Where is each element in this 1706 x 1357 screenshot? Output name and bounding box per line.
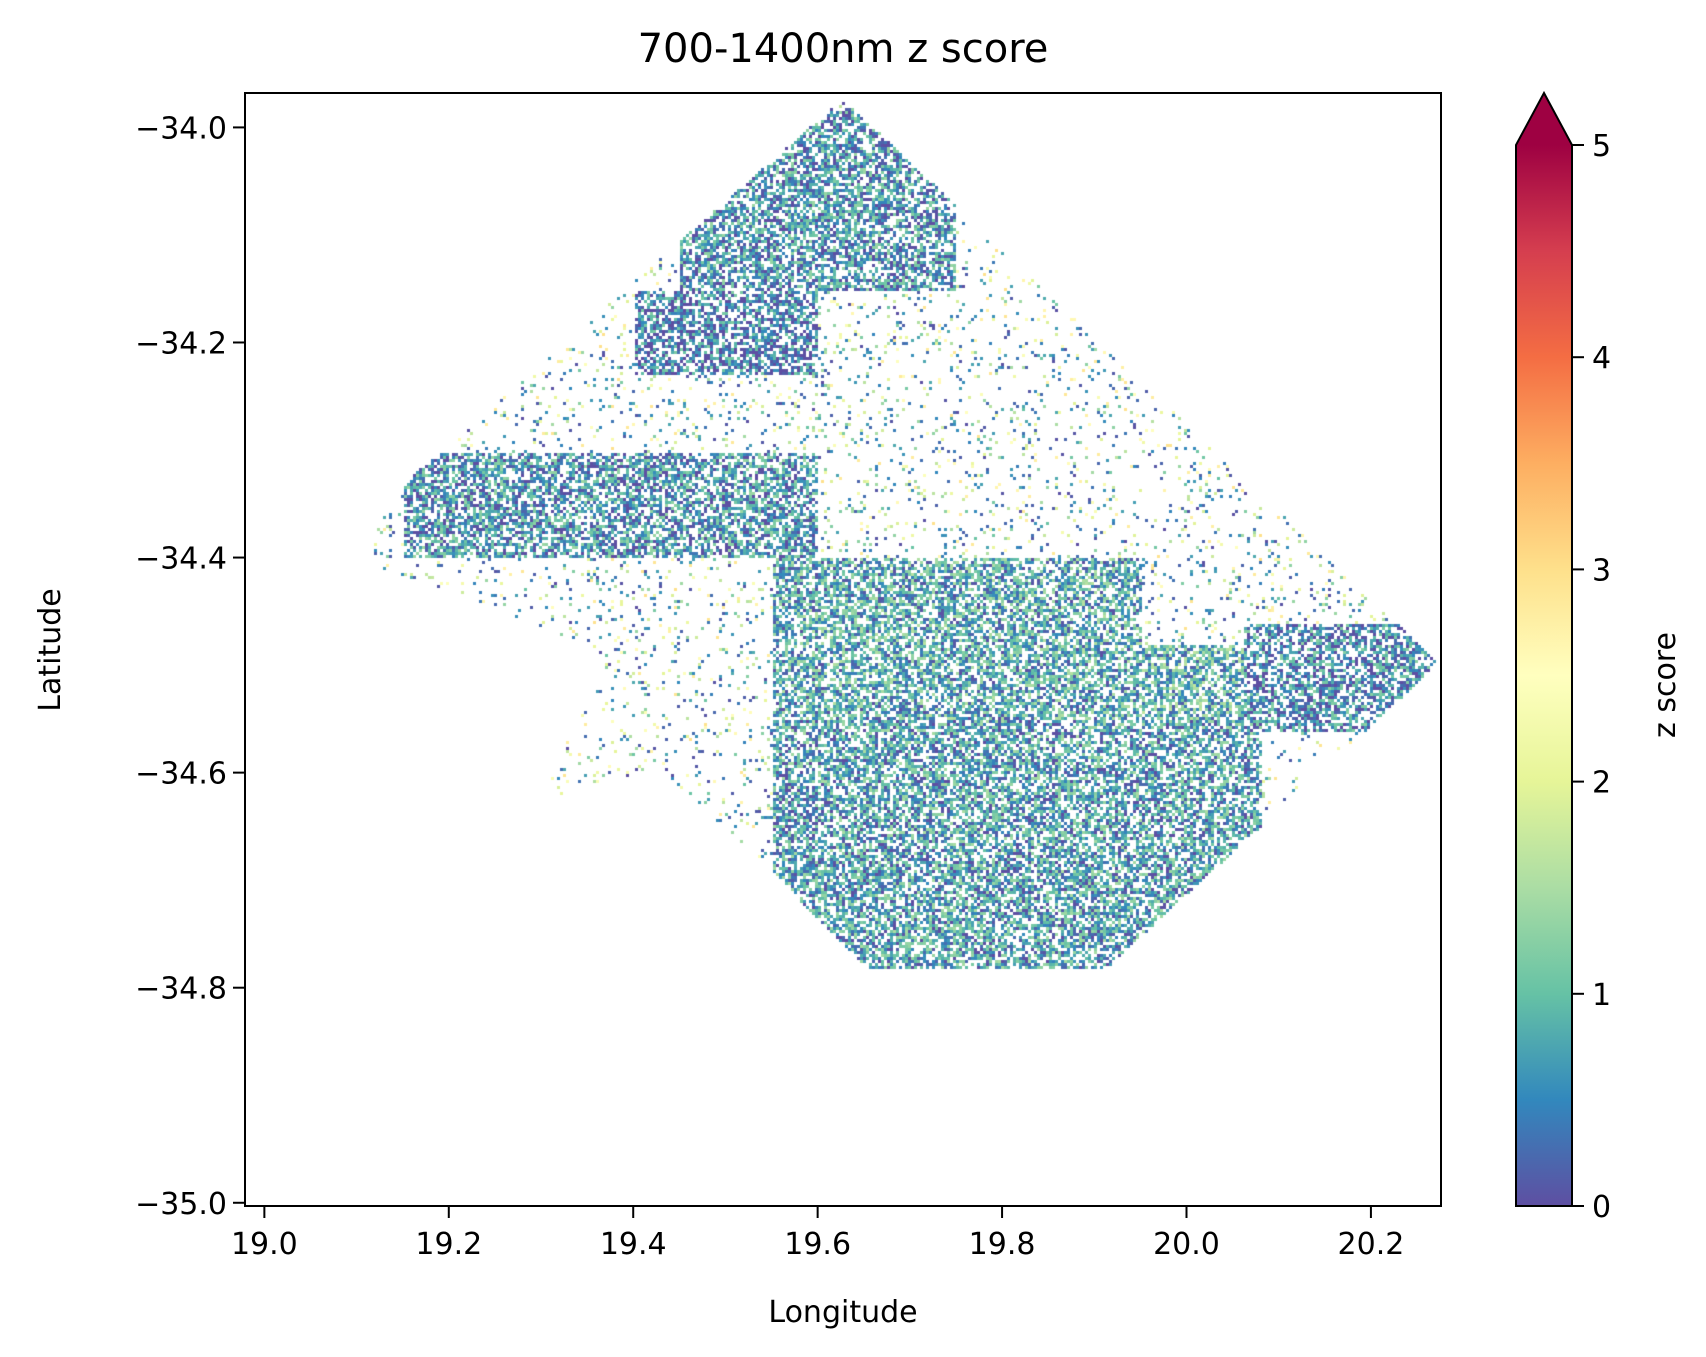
y-tick-label: −35.0: [135, 1187, 227, 1222]
colorbar-label: z score: [1648, 632, 1683, 738]
colorbar-tick-label: 5: [1592, 129, 1611, 164]
y-tick-label: −34.6: [135, 757, 227, 792]
x-tick-label: 19.4: [600, 1227, 667, 1262]
y-tick-label: −34.0: [135, 111, 227, 146]
x-axis-label: Longitude: [768, 1295, 917, 1330]
chart-title: 700-1400nm z score: [637, 26, 1049, 72]
colorbar-tick-label: 0: [1592, 1190, 1611, 1225]
y-axis-label: Latitude: [33, 588, 68, 711]
plot-frame: [244, 92, 1442, 1207]
x-tick-label: 20.2: [1338, 1227, 1405, 1262]
x-tick-label: 19.8: [969, 1227, 1036, 1262]
x-tick-label: 19.0: [231, 1227, 298, 1262]
x-tick-label: 19.6: [784, 1227, 851, 1262]
colorbar-tick-label: 4: [1592, 341, 1611, 376]
x-tick-label: 20.0: [1153, 1227, 1220, 1262]
y-tick-label: −34.2: [135, 326, 227, 361]
heatmap-raster: [245, 93, 1441, 1206]
colorbar-tick-label: 1: [1592, 978, 1611, 1013]
colorbar-tick-label: 3: [1592, 553, 1611, 588]
y-tick-label: −34.4: [135, 542, 227, 577]
y-tick-label: −34.8: [135, 972, 227, 1007]
colorbar-gradient: [1516, 145, 1572, 1206]
colorbar: 0 1 2 3 4 5: [1515, 90, 1611, 1225]
colorbar-extend-arrow: [1516, 93, 1572, 145]
colorbar-outline: [1515, 90, 1573, 1207]
colorbar-tick-label: 2: [1592, 766, 1611, 801]
x-tick-label: 19.2: [415, 1227, 482, 1262]
